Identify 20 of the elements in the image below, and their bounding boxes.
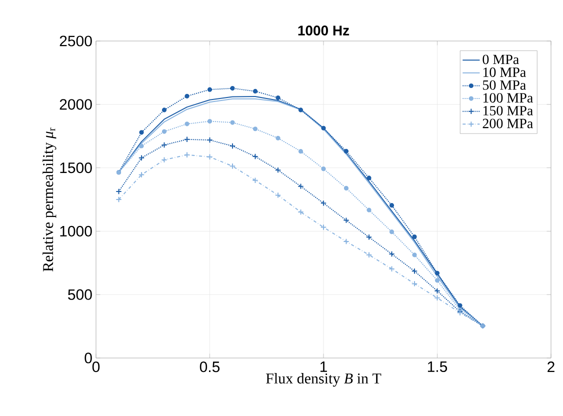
y-tick-label: 2500: [60, 36, 92, 46]
y-axis-title: Relative permeability μ$_{r}$: [42, 128, 56, 272]
y-tick-label: 2000: [60, 99, 92, 110]
x-tick-label: 1: [320, 362, 327, 372]
y-tick-label: 0: [84, 352, 92, 364]
legend-label: 50 MPa: [483, 80, 526, 90]
legend-label: 10 MPa: [483, 68, 526, 77]
y-tick-label: 1000: [60, 226, 92, 237]
x-tick-label: 0.5: [200, 362, 220, 372]
x-tick-label: 2: [548, 362, 554, 372]
x-tick-label: 0: [92, 362, 100, 372]
x-tick-label: 1.5: [428, 362, 448, 372]
y-tick-label: 1500: [60, 162, 92, 174]
x-axis-title: Flux density B in T: [266, 373, 382, 387]
legend-label: 0 MPa: [482, 54, 519, 64]
legend-label: 150 MPa: [483, 106, 533, 116]
y-tick-label: 500: [68, 289, 92, 300]
chart-title: 1000 Hz: [298, 26, 350, 36]
legend-label: 100 MPa: [483, 93, 533, 103]
legend-label: 200 MPa: [482, 118, 533, 128]
